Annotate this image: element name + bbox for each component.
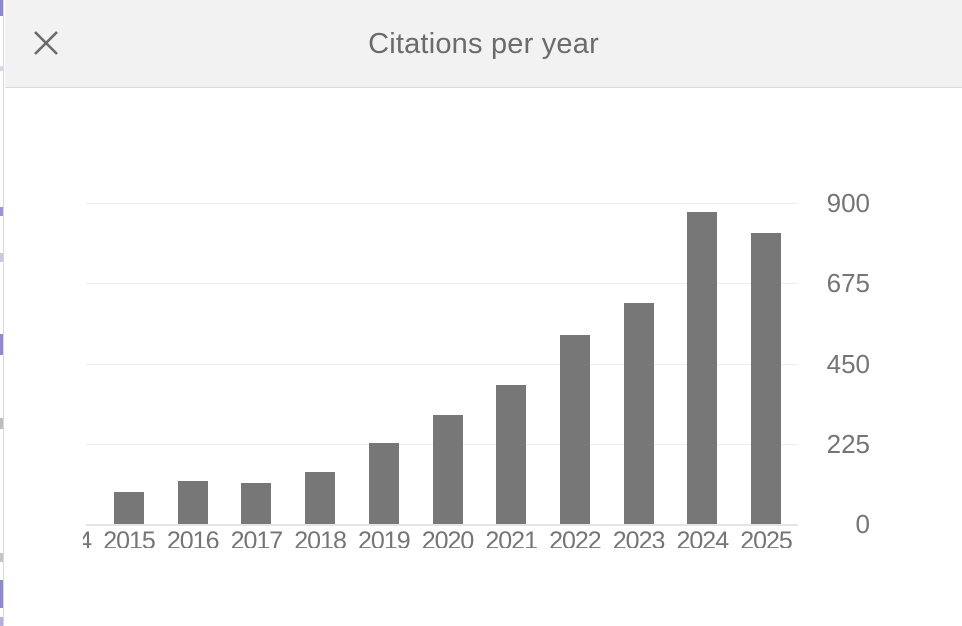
- page-edge-artifact: [0, 334, 3, 355]
- page-edge-artifact: [0, 553, 3, 562]
- x-label-2019: 2019: [357, 527, 411, 548]
- y-axis-labels: 0 225 450 675 900: [798, 99, 870, 548]
- bar-2020[interactable]: [432, 415, 463, 524]
- y-label-900: 900: [826, 188, 870, 218]
- citations-modal: Citations per year 2015 2016 2017 2018 2019 2…: [5, 0, 962, 626]
- bar-2023[interactable]: [623, 302, 654, 524]
- page-edge-artifact: [0, 207, 3, 216]
- gridline-900: [86, 203, 798, 204]
- page-edge-artifact: [0, 418, 3, 429]
- bar-2017[interactable]: [241, 482, 272, 524]
- close-button[interactable]: [27, 24, 65, 62]
- bar-2021[interactable]: [496, 384, 527, 524]
- x-label-2017: 2017: [230, 527, 284, 548]
- x-label-2018: 2018: [294, 527, 347, 548]
- bar-2015[interactable]: [114, 491, 144, 524]
- page-edge-artifact: [0, 253, 3, 262]
- x-label-2016: 2016: [166, 527, 220, 548]
- y-label-450: 450: [826, 348, 870, 379]
- page-edge-strip: [0, 0, 4, 626]
- x-label-2022: 2022: [549, 527, 602, 548]
- bar-2019[interactable]: [368, 442, 399, 524]
- x-label-2025: 2025: [740, 527, 793, 548]
- x-label-2024: 2024: [676, 527, 729, 548]
- bar-2025[interactable]: [751, 233, 781, 524]
- y-label-0: 0: [855, 509, 870, 539]
- gridline-0: [86, 524, 798, 526]
- y-label-675: 675: [826, 268, 870, 299]
- page-edge-artifact: [0, 617, 3, 626]
- page-edge-artifact: [0, 580, 3, 608]
- gridline-450: [86, 363, 798, 365]
- bar-2022[interactable]: [559, 334, 590, 524]
- x-label-2020: 2020: [421, 527, 475, 548]
- citations-bar-chart: 2015 2016 2017 2018 2019 2020 2021 2022 2023 2024…: [83, 99, 798, 548]
- close-icon: [27, 28, 65, 58]
- modal-header: Citations per year: [5, 0, 962, 88]
- bar-2016[interactable]: [177, 481, 208, 524]
- modal-title: Citations per year: [368, 28, 599, 60]
- bar-2018[interactable]: [305, 472, 336, 524]
- x-label-2021: 2021: [485, 527, 538, 548]
- gridline-675: [86, 283, 798, 285]
- page-edge-artifact: [0, 0, 3, 16]
- x-label-2015: 2015: [103, 527, 156, 548]
- y-label-225: 225: [826, 428, 870, 459]
- page-edge-artifact: [0, 66, 3, 71]
- bar-2024[interactable]: [687, 211, 718, 524]
- modal-body: 2015 2016 2017 2018 2019 2020 2021 2022 2023 2024…: [5, 88, 962, 625]
- x-label-clipped-2014: 2014: [83, 527, 92, 548]
- x-label-2023: 2023: [612, 527, 666, 548]
